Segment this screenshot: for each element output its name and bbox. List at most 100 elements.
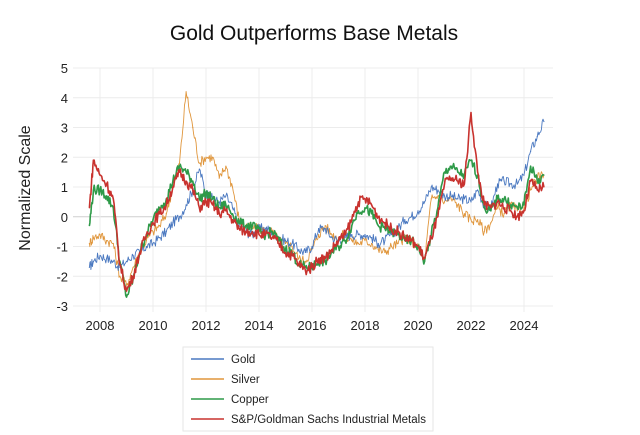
data-point <box>152 242 154 245</box>
data-point <box>185 171 187 173</box>
data-point <box>337 245 340 248</box>
data-point <box>311 245 313 248</box>
data-point <box>490 210 492 212</box>
data-point <box>503 180 505 182</box>
data-point <box>377 225 379 227</box>
data-point <box>304 251 306 254</box>
data-point <box>231 213 234 215</box>
data-point <box>424 260 426 262</box>
data-point <box>172 222 174 224</box>
data-point <box>477 219 479 221</box>
data-point <box>457 180 459 182</box>
data-point <box>530 189 532 191</box>
data-point <box>371 242 373 245</box>
chart-title: Gold Outperforms Base Metals <box>170 22 458 45</box>
data-point <box>284 239 287 242</box>
data-point <box>523 210 525 212</box>
data-point <box>231 186 234 188</box>
data-point <box>516 210 518 212</box>
data-point <box>251 225 253 227</box>
data-point <box>192 180 194 182</box>
data-point <box>377 248 379 251</box>
data-point <box>112 207 114 209</box>
data-point <box>443 183 446 185</box>
data-point <box>205 156 207 158</box>
data-point <box>258 234 260 236</box>
data-point <box>278 242 280 245</box>
data-point <box>371 204 373 206</box>
data-point <box>212 198 214 200</box>
data-point <box>397 234 399 236</box>
series-line-silver <box>88 91 545 286</box>
data-point <box>178 171 181 173</box>
legend-label: S&P/Goldman Sachs Industrial Metals <box>231 414 426 426</box>
data-point <box>132 254 134 257</box>
series-group <box>88 91 545 298</box>
data-point <box>503 213 505 215</box>
series-line-gold <box>88 118 545 272</box>
legend-label: Copper <box>231 394 269 406</box>
data-point <box>536 180 538 182</box>
data-point <box>443 171 446 173</box>
data-point <box>490 207 492 209</box>
data-point <box>218 201 220 203</box>
data-point <box>225 204 227 206</box>
data-point <box>324 257 326 259</box>
data-point <box>165 231 167 233</box>
data-point <box>304 260 306 262</box>
data-point <box>437 216 439 218</box>
data-point <box>364 234 366 236</box>
data-point <box>510 210 512 212</box>
data-point <box>251 231 253 233</box>
data-point <box>238 228 240 230</box>
data-point <box>106 257 108 259</box>
data-point <box>503 207 505 209</box>
y-tick-label: -3 <box>56 299 68 314</box>
data-point <box>318 234 320 236</box>
data-point <box>543 174 545 176</box>
data-point <box>390 228 393 230</box>
data-point <box>152 222 154 224</box>
data-point <box>185 180 187 182</box>
data-point <box>125 284 128 286</box>
data-point <box>331 248 333 251</box>
data-point <box>225 165 227 167</box>
data-point <box>357 242 359 245</box>
data-point <box>178 216 181 218</box>
data-point <box>212 156 214 158</box>
data-point <box>298 257 300 259</box>
data-point <box>318 257 320 259</box>
data-point <box>298 248 300 251</box>
data-point <box>271 231 273 233</box>
data-point <box>384 239 386 242</box>
data-point <box>470 159 472 161</box>
data-point <box>139 251 141 254</box>
data-point <box>231 207 234 209</box>
data-point <box>390 234 393 236</box>
x-tick-label: 2010 <box>139 318 168 333</box>
data-point <box>125 296 128 298</box>
data-point <box>106 239 108 242</box>
data-point <box>92 260 94 262</box>
data-point <box>119 263 121 265</box>
data-point <box>430 186 432 188</box>
data-point <box>516 207 518 209</box>
data-point <box>530 150 532 152</box>
data-point <box>496 183 499 185</box>
data-point <box>198 198 200 200</box>
y-tick-label: 3 <box>61 121 68 136</box>
data-point <box>304 269 306 271</box>
data-point <box>364 207 366 209</box>
data-point <box>536 189 538 191</box>
data-point <box>450 198 452 200</box>
data-point <box>145 245 147 248</box>
data-point <box>470 219 472 221</box>
data-point <box>377 242 379 245</box>
data-point <box>291 242 293 245</box>
data-point <box>443 195 446 197</box>
data-point <box>88 266 90 268</box>
data-point <box>371 236 373 239</box>
data-point <box>377 216 379 218</box>
y-tick-label: 4 <box>61 91 68 106</box>
data-point <box>132 275 134 277</box>
